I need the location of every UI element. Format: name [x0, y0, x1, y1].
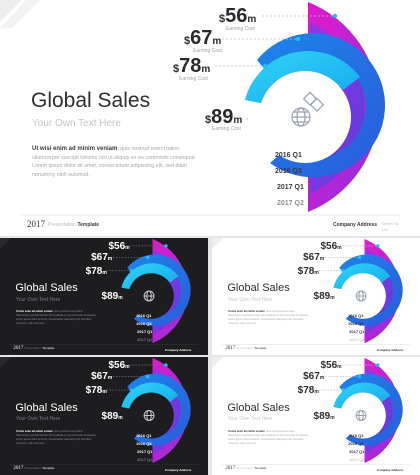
- thumb-footer: 2017 Presentation Template: [225, 466, 267, 471]
- thumb-footer: 2017 Presentation Template: [13, 466, 55, 471]
- thumbnail-slide[interactable]: $56m $67m $78m $89m 2016 Q1 2016 Q3 2017…: [0, 238, 208, 355]
- thumb-value-78: $78m: [297, 385, 319, 396]
- thumb-body: Ut wisi enim ad minim veniam, quis nostr…: [15, 309, 97, 326]
- quarter-label: 2016 Q3: [275, 168, 302, 175]
- thumb-quarter: 2016 Q1: [348, 433, 364, 438]
- label-earning: Earning Cost: [193, 48, 222, 54]
- label-earning: Earning Cost: [179, 76, 208, 82]
- thumb-value-56: $56m: [320, 360, 342, 371]
- thumb-footer-company: Company Address: [164, 347, 192, 352]
- thumb-value-67: $67m: [303, 251, 325, 263]
- thumb-footer-company: Company Address: [376, 467, 404, 472]
- thumb-value-56: $56m: [108, 360, 130, 371]
- thumbnail-slide[interactable]: $56m $67m $78m $89m 2016 Q1 2016 Q3 2017…: [0, 357, 208, 475]
- thumbnail-slide[interactable]: $56m $67m $78m $89m 2016 Q1 2016 Q3 2017…: [212, 357, 420, 475]
- value-78: $78m: [173, 55, 211, 77]
- thumb-body: Ut wisi enim ad minim veniam, quis nostr…: [15, 429, 97, 446]
- sales-rings: [245, 2, 386, 212]
- thumb-value-67: $67m: [91, 371, 113, 382]
- puzzle-icon: [302, 91, 325, 112]
- thumb-value-78: $78m: [85, 265, 107, 277]
- thumb-quarter: 2016 Q3: [136, 321, 152, 327]
- thumbnail-slide[interactable]: $56m $67m $78m $89m 2016 Q1 2016 Q3 2017…: [212, 238, 420, 355]
- label-earning: Earning Cost: [212, 126, 241, 132]
- thumb-subtitle: Your Own Text Here: [15, 416, 61, 422]
- main-slide: $56m Earning Cost $67m Earning Cost $78m…: [0, 0, 420, 236]
- thumb-subtitle: Your Own Text Here: [15, 296, 61, 303]
- thumb-quarter: 2016 Q1: [348, 313, 364, 319]
- thumb-title: Global Sales: [227, 401, 290, 414]
- corner-stripe: [0, 0, 22, 22]
- slide-body: Ut wisi enim ad minim veniam, quis nostr…: [32, 146, 196, 178]
- footer-right-small-2: Ltd.: [382, 227, 389, 232]
- thumb-title: Global Sales: [15, 282, 78, 295]
- thumb-title: Global Sales: [15, 401, 78, 414]
- thumb-quarter: 2017 Q2: [137, 337, 153, 343]
- thumb-quarter: 2016 Q3: [348, 441, 364, 446]
- thumb-quarter: 2017 Q1: [137, 329, 153, 335]
- thumb-body: Ut wisi enim ad minim veniam, quis nostr…: [227, 429, 309, 446]
- thumb-value-67: $67m: [303, 371, 325, 382]
- thumb-value-56: $56m: [320, 240, 342, 252]
- ring-2016q1: [245, 50, 360, 104]
- thumb-quarter: 2016 Q3: [348, 321, 364, 327]
- value-56: $56m: [219, 5, 257, 27]
- globe-icon: [291, 107, 311, 127]
- footer-year: 2017: [27, 219, 45, 229]
- thumb-value-78: $78m: [297, 265, 319, 277]
- slide-title: Global Sales: [31, 89, 151, 112]
- thumb-footer-company: Company Address: [376, 347, 404, 352]
- thumb-value-67: $67m: [91, 251, 113, 263]
- quarter-label: 2016 Q1: [275, 152, 302, 159]
- thumb-quarter: 2017 Q1: [349, 449, 365, 454]
- thumb-quarter: 2016 Q1: [136, 313, 152, 319]
- corner-stripe: [0, 0, 40, 28]
- thumb-quarter: 2017 Q1: [349, 329, 365, 335]
- thumb-quarter: 2017 Q2: [349, 457, 365, 462]
- thumb-value-89: $89m: [101, 410, 123, 422]
- thumb-value-56: $56m: [108, 240, 130, 252]
- value-67: $67m: [184, 27, 222, 49]
- label-earning: Earning Cost: [226, 26, 255, 32]
- footer-left: Presentation Template: [48, 222, 100, 228]
- thumb-body: Ut wisi enim ad minim veniam, quis nostr…: [227, 309, 309, 326]
- value-89: $89m: [205, 106, 243, 128]
- thumb-quarter: 2016 Q3: [136, 441, 152, 446]
- thumb-footer: 2017 Presentation Template: [13, 346, 55, 352]
- thumb-subtitle: Your Own Text Here: [227, 416, 273, 422]
- slide-subtitle: Your Own Text Here: [32, 118, 121, 129]
- footer-right-small: Green St: [382, 221, 399, 226]
- thumb-quarter: 2017 Q2: [349, 337, 365, 343]
- thumb-value-89: $89m: [313, 291, 335, 303]
- thumb-quarter: 2017 Q2: [137, 457, 153, 462]
- thumb-subtitle: Your Own Text Here: [227, 296, 273, 303]
- thumb-quarter: 2016 Q1: [136, 433, 152, 438]
- thumb-value-89: $89m: [101, 291, 123, 303]
- thumb-footer-company: Company Address: [164, 467, 192, 472]
- thumb-quarter: 2017 Q1: [137, 449, 153, 454]
- thumb-value-89: $89m: [313, 410, 335, 422]
- thumb-footer: 2017 Presentation Template: [225, 346, 267, 352]
- quarter-label: 2017 Q2: [277, 200, 304, 207]
- thumb-title: Global Sales: [227, 282, 290, 295]
- footer-company: Company Address: [333, 222, 377, 228]
- thumb-value-78: $78m: [85, 385, 107, 396]
- quarter-label: 2017 Q1: [277, 184, 304, 191]
